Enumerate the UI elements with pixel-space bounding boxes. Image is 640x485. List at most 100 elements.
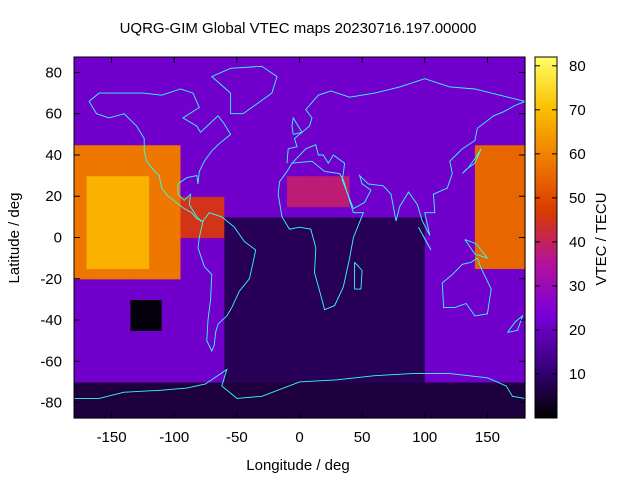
heatmap-cell (211, 62, 219, 68)
heatmap-cell (293, 387, 301, 393)
heatmap-cell (418, 129, 426, 135)
heatmap-cell (481, 356, 489, 362)
heatmap-cell (161, 67, 169, 74)
heatmap-cell (286, 350, 294, 357)
heatmap-cell (437, 252, 445, 259)
heatmap-cell (236, 87, 244, 94)
heatmap-cell (99, 330, 106, 337)
heatmap-cell (399, 118, 407, 125)
heatmap-cell (255, 185, 263, 192)
heatmap-cell (236, 258, 244, 264)
heatmap-cell (80, 139, 88, 146)
heatmap-cell (318, 134, 326, 141)
heatmap-cell (124, 299, 131, 306)
heatmap-cell (261, 118, 269, 125)
heatmap-cell (399, 191, 407, 197)
heatmap-cell (274, 211, 282, 218)
heatmap-cell (161, 170, 169, 177)
heatmap-cell (224, 247, 232, 254)
heatmap-cell (230, 247, 238, 254)
heatmap-cell (230, 206, 238, 213)
heatmap-cell (324, 320, 332, 326)
heatmap-cell (481, 242, 489, 249)
heatmap-cell (318, 191, 326, 197)
heatmap-cell (324, 72, 332, 79)
heatmap-cell (299, 304, 307, 311)
heatmap-cell (412, 72, 420, 79)
heatmap-cell (443, 237, 451, 244)
heatmap-cell (512, 320, 520, 326)
heatmap-cell (449, 263, 457, 270)
heatmap-cell (161, 149, 169, 156)
heatmap-cell (86, 201, 94, 208)
heatmap-cell (117, 165, 125, 172)
heatmap-cell (117, 366, 125, 373)
heatmap-cell (155, 356, 163, 362)
heatmap-cell (155, 330, 163, 337)
heatmap-cell (380, 361, 388, 368)
heatmap-cell (74, 366, 81, 373)
heatmap-cell (449, 191, 457, 197)
heatmap-cell (161, 278, 169, 285)
heatmap-cell (462, 134, 470, 141)
heatmap-cell (387, 134, 395, 141)
heatmap-cell (355, 191, 363, 197)
heatmap-cell (130, 356, 138, 362)
heatmap-cell (355, 278, 363, 285)
heatmap-cell (180, 340, 188, 347)
heatmap-cell (186, 206, 194, 213)
heatmap-cell (324, 335, 332, 342)
heatmap-cell (343, 387, 351, 393)
heatmap-cell (349, 366, 357, 373)
heatmap-cell (318, 402, 326, 409)
heatmap-cell (167, 242, 175, 249)
heatmap-cell (174, 62, 182, 68)
heatmap-cell (199, 376, 207, 383)
heatmap-cell (117, 294, 125, 300)
heatmap-cell (86, 325, 94, 331)
heatmap-cell (518, 67, 526, 74)
heatmap-cell (111, 149, 119, 156)
heatmap-cell (312, 309, 319, 316)
heatmap-cell (293, 165, 301, 172)
heatmap-cell (80, 304, 88, 311)
heatmap-cell (424, 283, 432, 290)
heatmap-cell (481, 345, 489, 352)
heatmap-cell (418, 371, 426, 378)
heatmap-cell (211, 185, 219, 192)
heatmap-cell (305, 191, 313, 197)
heatmap-cell (105, 206, 113, 213)
heatmap-cell (218, 273, 225, 280)
heatmap-cell (330, 289, 338, 295)
heatmap-cell (449, 381, 457, 388)
heatmap-cell (286, 361, 294, 368)
heatmap-cell (92, 77, 100, 84)
heatmap-cell (468, 98, 476, 105)
heatmap-cell (199, 263, 207, 270)
heatmap-cell (92, 82, 100, 89)
heatmap-cell (368, 340, 376, 347)
heatmap-cell (506, 129, 514, 135)
heatmap-cell (193, 185, 200, 192)
heatmap-cell (180, 98, 188, 105)
heatmap-cell (405, 185, 413, 192)
heatmap-cell (330, 191, 338, 197)
heatmap-cell (255, 350, 263, 357)
heatmap-cell (424, 206, 432, 213)
heatmap-cell (280, 227, 288, 233)
heatmap-cell (299, 320, 307, 326)
heatmap-cell (136, 350, 144, 357)
heatmap-cell (355, 237, 363, 244)
heatmap-cell (80, 149, 88, 156)
heatmap-cell (424, 376, 432, 383)
heatmap-cell (518, 62, 526, 68)
heatmap-cell (236, 335, 244, 342)
heatmap-cell (368, 165, 376, 172)
heatmap-cell (218, 356, 225, 362)
heatmap-cell (368, 201, 376, 208)
heatmap-cell (236, 237, 244, 244)
heatmap-cell (380, 175, 388, 182)
heatmap-cell (443, 335, 451, 342)
heatmap-cell (211, 160, 219, 166)
heatmap-cell (456, 149, 463, 156)
